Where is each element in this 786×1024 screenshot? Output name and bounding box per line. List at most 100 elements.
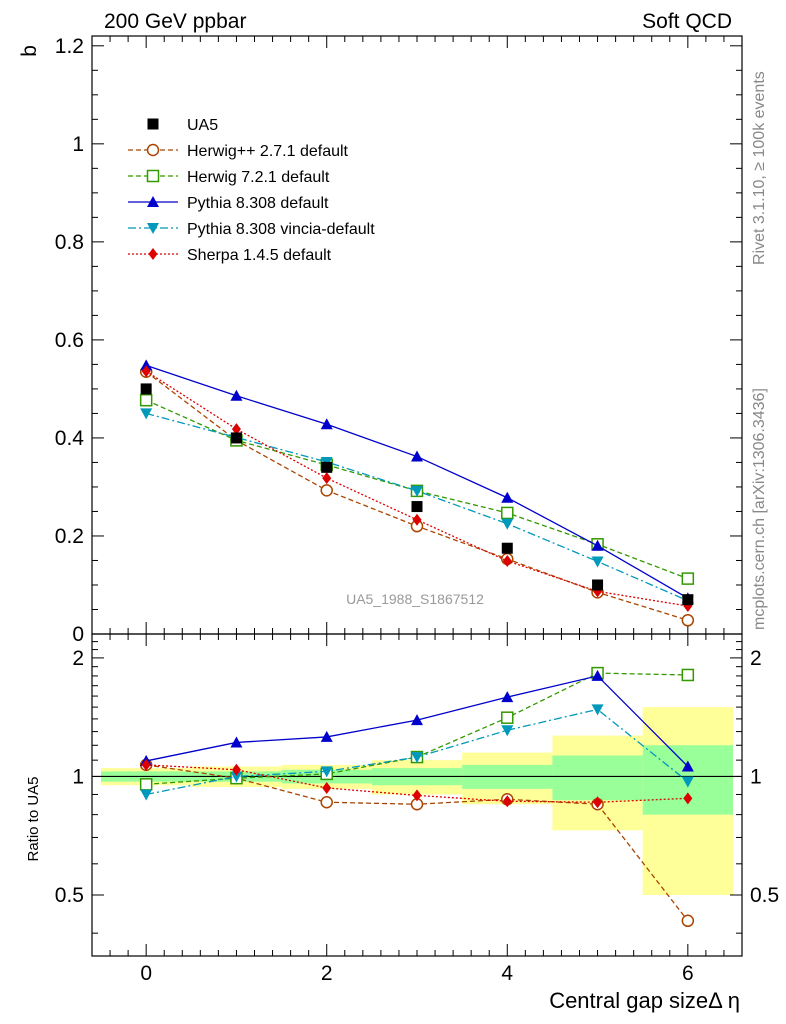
series-point <box>411 450 423 462</box>
band-inner <box>552 755 643 801</box>
series-point <box>501 518 514 530</box>
legend-label: Pythia 8.308 default <box>187 195 329 212</box>
y-tick-label: 0.4 <box>55 427 85 450</box>
series-point <box>411 485 423 497</box>
legend-entry: Herwig++ 2.7.1 default <box>128 143 349 160</box>
series-2 <box>140 359 694 604</box>
ratio-series-point <box>681 914 695 928</box>
series-point <box>320 484 333 497</box>
series-point <box>231 423 241 436</box>
data-point <box>230 432 242 444</box>
series-point <box>230 389 243 401</box>
header-right: Soft QCD <box>642 10 732 33</box>
series-point <box>140 359 153 371</box>
ratio-series-point <box>230 771 243 783</box>
legend-entry: Herwig 7.2.1 default <box>128 169 330 186</box>
legend: UA5 Herwig++ 2.7.1 default Herwig 7.2.1 de… <box>128 117 375 264</box>
ratio-series-point <box>681 760 694 772</box>
y-tick-label-right: 2 <box>750 647 762 670</box>
ratio-series-point <box>681 668 695 682</box>
legend-marker <box>147 196 159 207</box>
ratio-series-point <box>320 730 333 742</box>
ratio-series-point <box>231 763 241 776</box>
legend-marker <box>147 223 159 234</box>
ratio-series-point <box>320 766 333 778</box>
ratio-series-point <box>593 796 603 809</box>
ratio-series-point <box>683 792 693 805</box>
y-tick-label: 0 <box>72 623 84 646</box>
y-tick-label: 1.2 <box>55 35 84 58</box>
y-tick-label: 0.2 <box>55 525 84 548</box>
series-point <box>502 554 512 567</box>
ratio-series-point <box>141 758 151 771</box>
header-left: 200 GeV ppbar <box>104 10 246 33</box>
ratio-series-point <box>320 795 333 809</box>
ratio-series-point <box>412 789 422 802</box>
legend-entry: UA5 <box>147 117 218 134</box>
series-point <box>501 491 514 503</box>
ratio-series-point <box>411 714 423 726</box>
legend-label: Sherpa 1.4.5 default <box>187 247 332 264</box>
series-point <box>139 393 153 407</box>
series-point <box>412 513 422 526</box>
legend-marker <box>148 248 158 260</box>
y-tick-label: 0.6 <box>55 329 84 352</box>
legend-marker <box>147 118 159 130</box>
y-tick-label: 1 <box>72 765 84 788</box>
watermark: UA5_1988_S1867512 <box>346 591 484 607</box>
data-point <box>140 383 152 395</box>
x-tick-label: 2 <box>321 962 333 985</box>
legend-entry: Sherpa 1.4.5 default <box>128 247 332 264</box>
y-tick-label: 1 <box>72 133 84 156</box>
ratio-panel: 0.5 0.5 1 1 2 2 0 2 4 6 <box>55 633 779 985</box>
series-point <box>322 472 332 485</box>
ratio-series-point <box>139 778 153 791</box>
ratio-series-point <box>411 752 423 764</box>
mcplots-note: mcplots.cern.ch [arXiv:1306.3436] <box>751 388 768 630</box>
legend-marker <box>146 143 160 157</box>
data-point <box>592 579 604 591</box>
main-panel: 0 0.2 0.4 0.6 0.8 1 1.2 UA5 Herwig++ 2.7.1 defau… <box>55 35 743 646</box>
legend-label: UA5 <box>187 117 218 134</box>
legend-label: Herwig++ 2.7.1 default <box>187 143 349 160</box>
legend-label: Herwig 7.2.1 default <box>187 169 330 186</box>
rivet-note: Rivet 3.1.10, ≥ 100k events <box>751 71 768 265</box>
legend-entry: Pythia 8.308 default <box>128 195 329 212</box>
series-point <box>141 365 151 378</box>
y-tick-label: 2 <box>72 647 84 670</box>
ratio-series-point <box>502 795 512 808</box>
data-point <box>321 461 333 473</box>
ratio-ylabel: Ratio to UA5 <box>25 776 42 861</box>
y-tick-label: 0.8 <box>55 231 84 254</box>
main-ylabel: b <box>18 45 41 57</box>
series-point <box>320 418 333 430</box>
ratio-series-point <box>501 691 514 703</box>
y-tick-label: 0.5 <box>55 884 84 907</box>
ua5-data <box>140 383 694 606</box>
legend-entry: Pythia 8.308 vincia-default <box>128 221 375 238</box>
ratio-series-point <box>230 736 243 748</box>
data-point <box>411 501 423 513</box>
y-tick-label-right: 1 <box>750 765 762 788</box>
series-point <box>501 506 514 520</box>
ratio-series-4 <box>141 758 693 809</box>
series-point <box>591 556 604 568</box>
ratio-series-point <box>681 776 694 788</box>
x-axis-label: Central gap sizeΔ η <box>549 988 740 1013</box>
ratio-series-point <box>591 669 604 681</box>
x-tick-label: 0 <box>140 962 152 985</box>
ratio-series-point <box>501 725 514 737</box>
series-point <box>681 572 695 585</box>
legend-marker <box>146 169 160 183</box>
ratio-series-point <box>322 781 332 794</box>
data-point <box>682 594 694 606</box>
series-point <box>681 614 695 627</box>
ratio-series-3 <box>140 704 694 801</box>
ratio-series-point <box>501 711 514 724</box>
x-tick-label: 4 <box>501 962 513 985</box>
ratio-series-point <box>140 789 153 801</box>
series-point <box>591 539 604 551</box>
y-tick-label-right: 0.5 <box>750 884 779 907</box>
data-point <box>501 542 513 554</box>
